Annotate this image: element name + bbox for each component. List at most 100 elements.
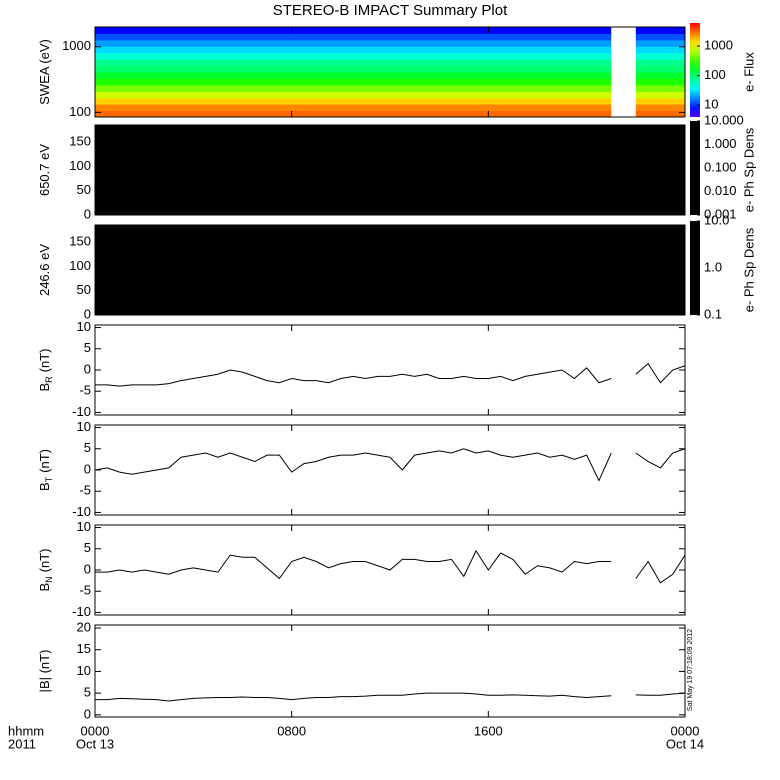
spectrogram-cell xyxy=(95,33,612,41)
spectrogram-cell xyxy=(95,84,612,92)
spectrogram-cell xyxy=(635,97,685,105)
spectrogram-cell xyxy=(95,27,612,34)
y-tick-label: 5 xyxy=(84,540,91,555)
y-tick-label: 100 xyxy=(69,258,91,273)
y-tick-label: -10 xyxy=(72,404,91,419)
spectrogram-cell xyxy=(635,78,685,86)
y-tick-label: 0 xyxy=(84,361,91,376)
y-tick-label: 5 xyxy=(84,685,91,700)
spectrogram-cell xyxy=(95,46,612,54)
spectrogram-cell xyxy=(95,65,612,73)
y-axis-label: BR(nT) xyxy=(37,348,54,391)
spectrogram-cell xyxy=(95,104,612,111)
y-tick-label: 0 xyxy=(84,206,91,221)
y-tick-label: 50 xyxy=(77,182,91,197)
panel-frame xyxy=(94,624,686,718)
spectrogram-cell xyxy=(95,97,612,105)
y-tick-label: 20 xyxy=(77,619,91,634)
spectrogram-cell xyxy=(95,59,612,67)
colorbar-tick-label: 100 xyxy=(704,67,726,82)
y-tick-label: 100 xyxy=(69,104,91,119)
y-tick-label: -5 xyxy=(79,583,91,598)
spectrogram-cell xyxy=(635,72,685,79)
y-axis-label: BT(nT) xyxy=(37,449,54,491)
x-axis-label: hhmm xyxy=(8,723,44,738)
panel-frame xyxy=(94,26,686,118)
data-line xyxy=(95,362,686,387)
y-tick-label: 1000 xyxy=(62,38,91,53)
panel-frame xyxy=(94,124,686,216)
x-date-label: Oct 14 xyxy=(666,736,704,751)
x-date-label: Oct 13 xyxy=(76,736,114,751)
spectrogram-cell xyxy=(95,110,612,118)
spectrogram-cell xyxy=(95,91,612,99)
y-tick-label: 10 xyxy=(77,419,91,434)
y-tick-label: 15 xyxy=(77,641,91,656)
spectrogram-cell xyxy=(635,33,685,41)
y-tick-label: -5 xyxy=(79,383,91,398)
y-tick-label: 100 xyxy=(69,158,91,173)
y-tick-label: 5 xyxy=(84,340,91,355)
data-line xyxy=(95,692,686,702)
panel-frame xyxy=(94,424,686,516)
x-tick-label: 1600 xyxy=(474,723,503,738)
y-tick-label: -10 xyxy=(72,604,91,619)
y-axis-label: BN(nT) xyxy=(37,548,54,591)
y-tick-label: 5 xyxy=(84,440,91,455)
y-tick-label: 10 xyxy=(77,519,91,534)
spectrogram-cell xyxy=(635,52,685,60)
data-line xyxy=(95,549,686,584)
plot-title: STEREO-B IMPACT Summary Plot xyxy=(273,2,508,19)
y-tick-label: -5 xyxy=(79,483,91,498)
colorbar-tick-label: 10 xyxy=(704,97,718,112)
y-axis-label: SWEA (eV) xyxy=(37,39,52,105)
spectrogram-cell xyxy=(635,110,685,118)
spectrogram-cell xyxy=(635,84,685,92)
panel-frame xyxy=(94,224,686,316)
spectrogram-cell xyxy=(635,65,685,73)
y-tick-label: -10 xyxy=(72,504,91,519)
spectrogram-cell xyxy=(635,104,685,111)
colorbar-label: e- Flux xyxy=(741,52,756,92)
panel-frame xyxy=(94,324,686,416)
spectrogram-cell xyxy=(95,39,612,47)
image xyxy=(95,125,685,215)
x-tick-label: 0000 xyxy=(81,723,110,738)
colorbar-tick-label: 1.000 xyxy=(704,136,737,151)
y-axis-label: |B| (nT) xyxy=(37,650,52,693)
colorbar-tick-label: 0.1 xyxy=(704,306,722,321)
spectrogram-cell xyxy=(635,46,685,54)
colorbar-label: e- Ph Sp Dens xyxy=(741,127,756,212)
colorbar xyxy=(690,121,700,215)
colorbar-label: e- Ph Sp Dens xyxy=(741,227,756,312)
spectrogram-cell xyxy=(635,27,685,34)
y-tick-label: 0 xyxy=(84,561,91,576)
y-tick-label: 0 xyxy=(84,706,91,721)
colorbar-tick-label: 10.000 xyxy=(704,112,744,127)
y-axis-label: 246.6 eV xyxy=(37,244,52,296)
y-tick-label: 10 xyxy=(77,663,91,678)
spectrogram-cell xyxy=(95,72,612,79)
colorbar-tick-label: 10.0 xyxy=(704,212,729,227)
data-line xyxy=(94,448,686,482)
colorbar xyxy=(690,23,700,117)
x-tick-label: 0800 xyxy=(277,723,306,738)
colorbar-tick-label: 0.100 xyxy=(704,159,737,174)
spectrogram-cell xyxy=(95,52,612,60)
spectrogram-cell xyxy=(635,91,685,99)
y-tick-label: 150 xyxy=(69,133,91,148)
y-tick-label: 50 xyxy=(77,282,91,297)
colorbar-tick-label: 0.010 xyxy=(704,183,737,198)
spectrogram-cell xyxy=(95,78,612,86)
image xyxy=(95,225,685,315)
spectrogram-cell xyxy=(635,59,685,67)
colorbar-tick-label: 1000 xyxy=(704,37,733,52)
spectrogram-cell xyxy=(635,39,685,47)
y-axis-label: 650.7 eV xyxy=(37,144,52,196)
y-tick-label: 0 xyxy=(84,306,91,321)
colorbar xyxy=(690,221,700,315)
y-tick-label: 0 xyxy=(84,461,91,476)
x-tick-label: 0000 xyxy=(671,723,700,738)
x-axis-label: 2011 xyxy=(8,736,36,751)
